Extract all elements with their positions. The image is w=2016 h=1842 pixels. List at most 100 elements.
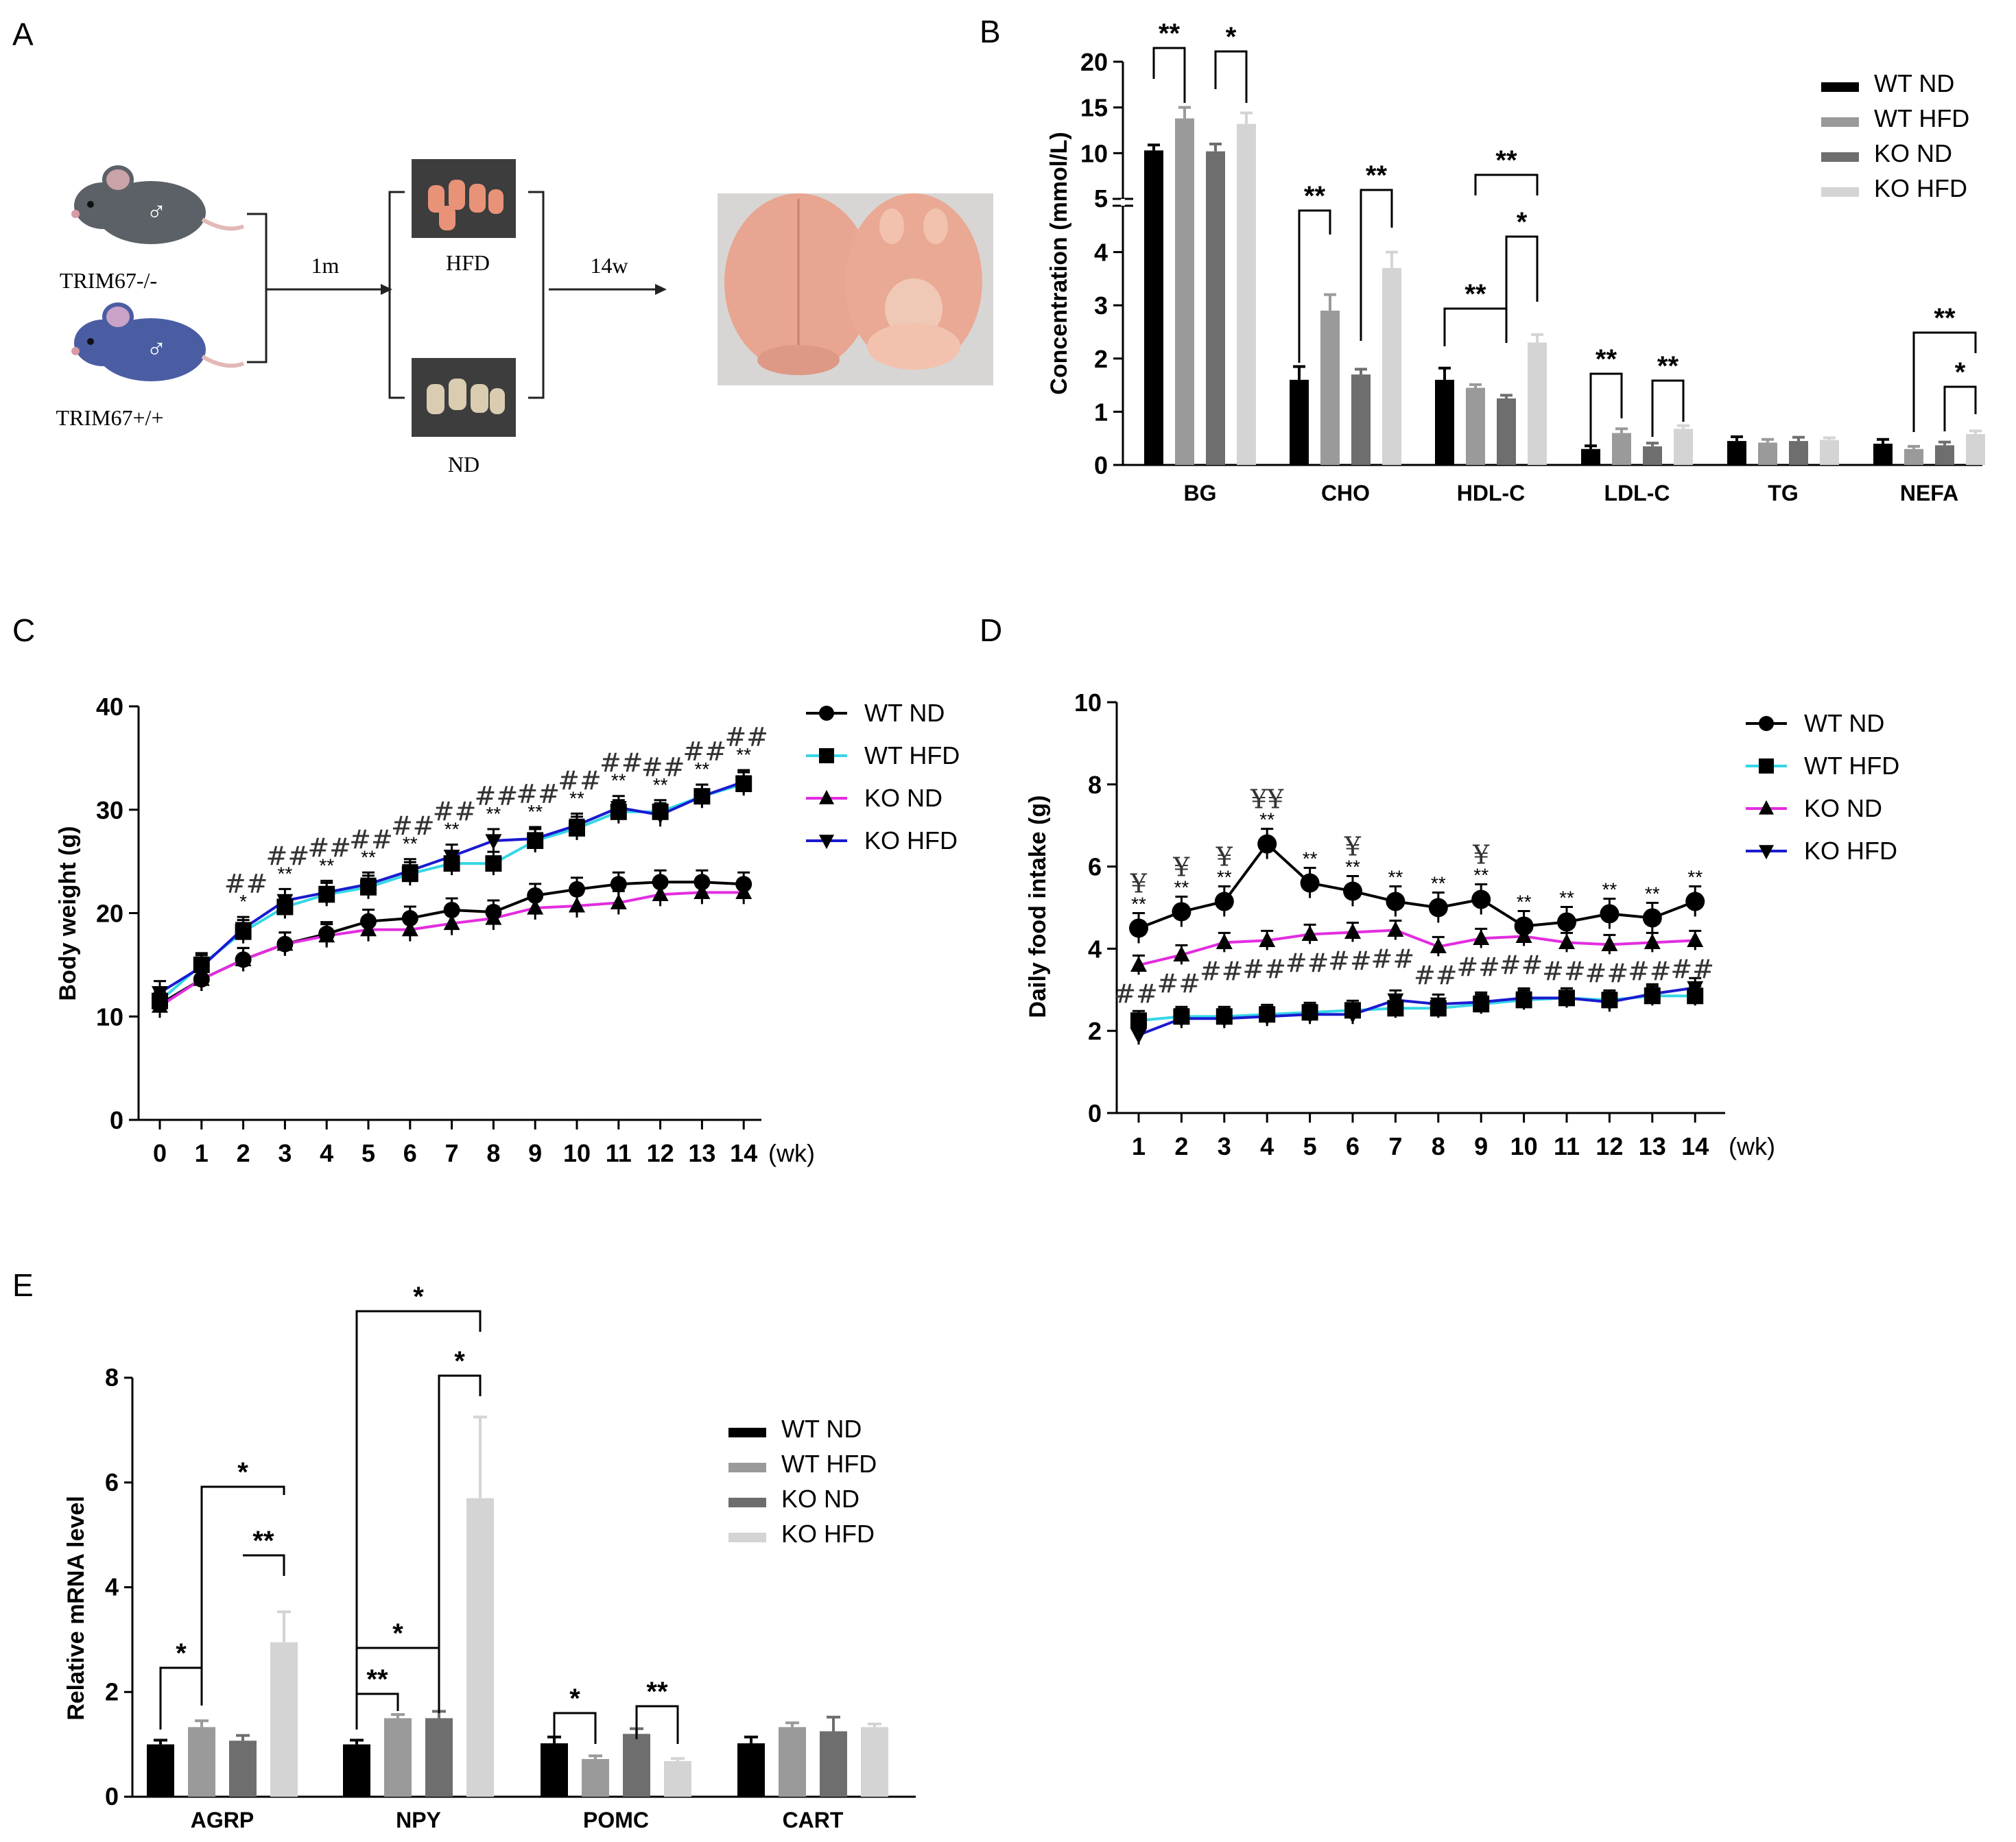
- c-x-tick-label: 13: [688, 1139, 715, 1167]
- e-bar-POMC-0: [541, 1743, 568, 1797]
- e-bar-NPY-3: [466, 1498, 494, 1797]
- d-star-label: **: [1174, 876, 1189, 898]
- legend-marker-3: [1759, 845, 1774, 860]
- c-hash-label: ##: [558, 765, 602, 796]
- d-point-2-7: [1430, 937, 1447, 954]
- d-point-2-2: [1215, 933, 1233, 950]
- b-y-tick-label: 4: [1094, 239, 1108, 267]
- c-point-2-3: [276, 935, 294, 951]
- c-hash-label: ##: [391, 811, 435, 841]
- legend-swatch-1: [1821, 117, 1859, 127]
- d-x-tick-label: 1: [1132, 1132, 1146, 1160]
- c-star-label: **: [486, 803, 501, 824]
- d-star-label: **: [1345, 857, 1360, 878]
- panel-letter-c: C: [12, 612, 35, 648]
- c-x-tick-label: 9: [528, 1139, 542, 1167]
- male-symbol: ♂: [146, 334, 167, 364]
- d-point-2-6: [1387, 921, 1404, 937]
- legend-label-2: KO ND: [781, 1485, 859, 1513]
- e-sig-pomc-1-label: *: [569, 1684, 580, 1714]
- panel-letter-a: A: [12, 16, 34, 52]
- e-sig-agrp-1-label: *: [176, 1638, 187, 1668]
- b-bar-HDL-C-2: [1497, 398, 1516, 465]
- hfd-label: HFD: [446, 250, 490, 275]
- c-point-3-9: [527, 832, 544, 848]
- d-star-label: **: [1645, 883, 1660, 904]
- legend-swatch-3: [1821, 187, 1859, 197]
- legend-swatch-1: [728, 1463, 766, 1472]
- b-bar-NEFA-3: [1966, 433, 1985, 465]
- c-point-2-13: [693, 883, 711, 899]
- b-bar-BG-1: [1175, 118, 1194, 465]
- d-hash-label: ##: [1414, 960, 1458, 990]
- c-star-label: **: [611, 770, 626, 791]
- e-bar-CART-3: [861, 1727, 888, 1797]
- male-symbol: ♂: [146, 197, 167, 227]
- d-hash-label: ##: [1328, 946, 1372, 976]
- d-hash-label: ##: [1157, 968, 1201, 998]
- b-y-tick-label: 10: [1080, 139, 1108, 167]
- c-x-tick-label: 4: [320, 1139, 333, 1167]
- d-point-3-5: [1344, 1007, 1361, 1024]
- e-bar-CART-2: [820, 1731, 847, 1797]
- c-hash-label: ##: [224, 869, 268, 899]
- e-sig-npy-4-label: *: [454, 1346, 465, 1376]
- b-y-tick-label: 5: [1094, 184, 1108, 213]
- legend-label-1: WT HFD: [1874, 104, 1969, 132]
- d-star-label: **: [1131, 893, 1146, 914]
- d-point-0-12: [1642, 908, 1662, 928]
- d-y-tick-label: 4: [1088, 935, 1102, 963]
- c-point-3-10: [569, 818, 585, 835]
- d-point-2-3: [1259, 931, 1276, 948]
- b-y-tick-label: 0: [1094, 451, 1108, 479]
- c-star-label: **: [569, 787, 584, 809]
- d-yen-label: ¥: [1130, 868, 1148, 898]
- c-hash-label: ##: [516, 779, 560, 809]
- d-star-label: **: [1517, 891, 1532, 912]
- legend-label-0: WT ND: [1804, 709, 1884, 737]
- b-sig-hdl-3-label: **: [1464, 279, 1486, 309]
- b-sig-ldl-1-bracket: [1589, 372, 1623, 446]
- b-sig-nefa-2-bracket: [1943, 385, 1977, 431]
- b-bar-CHO-1: [1320, 310, 1340, 465]
- arrow-label-1m: 1m: [311, 253, 340, 278]
- e-bar-NPY-0: [343, 1744, 370, 1797]
- b-category-label: BG: [1184, 481, 1217, 505]
- d-x-tick-label: 5: [1303, 1132, 1317, 1160]
- c-point-3-4: [318, 885, 335, 902]
- legend-label-2: KO ND: [1804, 794, 1882, 822]
- b-y-tick-label: 15: [1080, 94, 1108, 122]
- c-point-2-7: [443, 914, 460, 931]
- legend-marker-0: [1759, 716, 1774, 731]
- d-y-tick-label: 0: [1088, 1099, 1102, 1127]
- d-point-0-13: [1685, 892, 1705, 911]
- d-x-tick-label: 11: [1554, 1132, 1580, 1160]
- d-point-2-0: [1130, 956, 1147, 972]
- b-bar-BG-0: [1144, 150, 1163, 466]
- wt-genotype-label: TRIM67+/+: [56, 405, 164, 430]
- legend-label-1: WT HFD: [864, 741, 960, 769]
- c-point-3-5: [360, 877, 377, 894]
- e-bar-CART-1: [779, 1727, 806, 1797]
- e-category-label: AGRP: [191, 1808, 254, 1832]
- c-hash-label: ##: [307, 833, 351, 863]
- b-sig-cho-1-bracket: [1298, 209, 1331, 363]
- c-point-3-3: [276, 894, 294, 910]
- c-y-axis-title: Body weight (g): [55, 826, 81, 1001]
- d-hash-label: ##: [1542, 956, 1586, 986]
- c-point-2-9: [527, 898, 544, 915]
- b-bar-HDL-C-0: [1435, 379, 1454, 465]
- c-star-label: **: [695, 758, 710, 780]
- d-point-3-7: [1430, 997, 1447, 1014]
- d-point-3-0: [1130, 1028, 1147, 1044]
- c-x-tick-label: 5: [361, 1139, 375, 1167]
- legend-marker-2: [1759, 800, 1774, 815]
- e-bar-POMC-2: [623, 1734, 650, 1797]
- c-point-3-7: [443, 849, 460, 865]
- legend-swatch-0: [1821, 82, 1859, 92]
- c-hash-label: ##: [433, 797, 477, 827]
- e-bar-NPY-2: [425, 1718, 453, 1797]
- b-sig-nefa-2-label: *: [1955, 357, 1966, 387]
- d-point-3-10: [1558, 991, 1575, 1007]
